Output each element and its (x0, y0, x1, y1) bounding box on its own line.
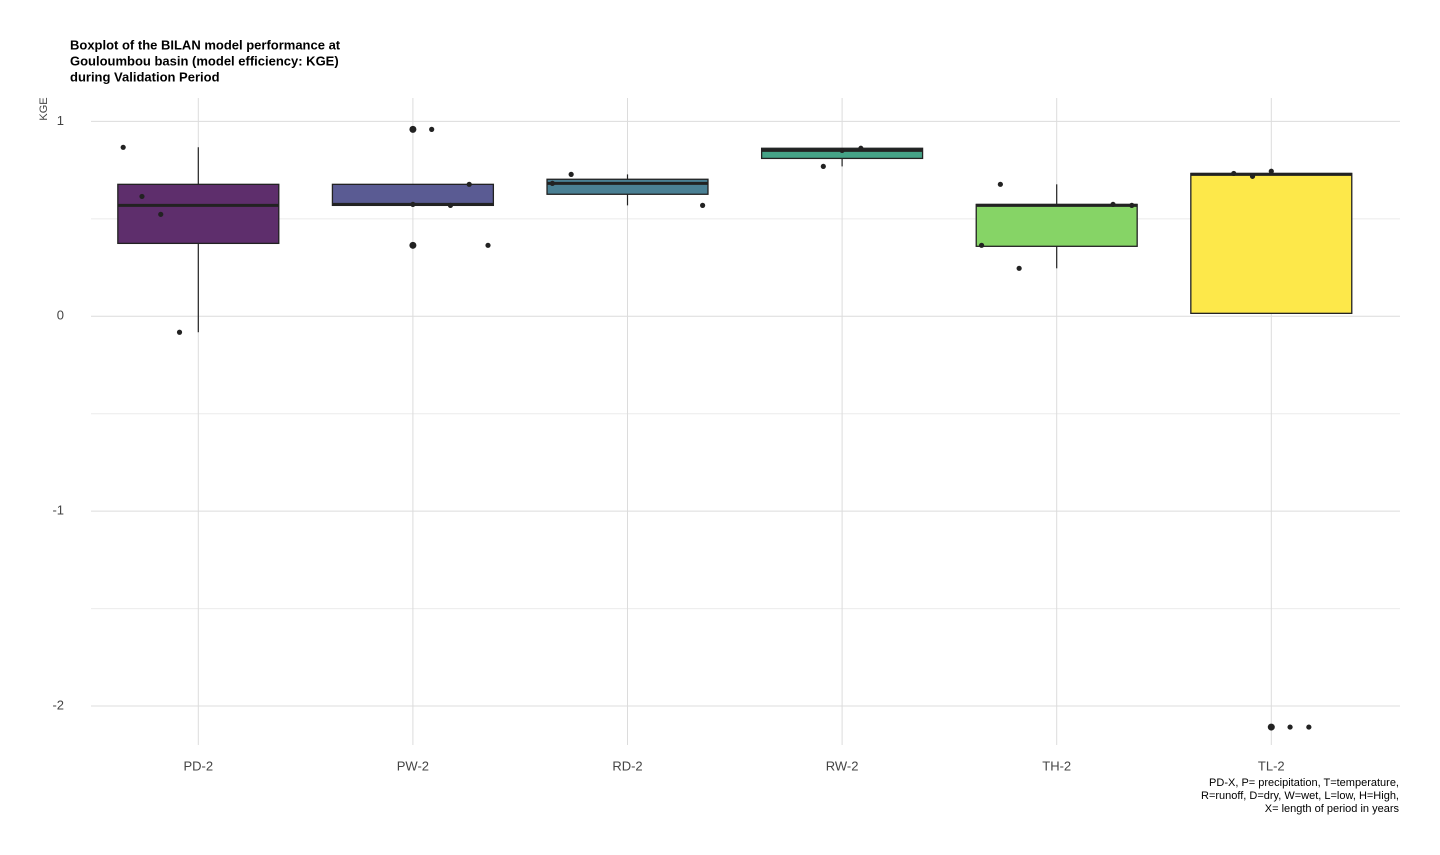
caption: R=runoff, D=dry, W=wet, L=low, H=High, (1201, 790, 1399, 802)
jitter-point (120, 144, 126, 150)
box (1190, 172, 1353, 314)
y-tick-label: 0 (57, 308, 64, 323)
jitter-point (549, 180, 555, 186)
x-tick-label: TH-2 (1042, 758, 1071, 773)
caption: X= length of period in years (1265, 803, 1400, 815)
y-axis-label: KGE (38, 97, 50, 120)
chart-title: during Validation Period (70, 69, 220, 84)
outlier (409, 241, 417, 249)
jitter-point (839, 147, 845, 154)
y-tick-label: 1 (57, 113, 64, 128)
x-tick-label: PD-2 (183, 758, 213, 773)
box (975, 203, 1138, 247)
x-tick-label: RD-2 (612, 758, 642, 773)
jitter-point (1110, 201, 1116, 208)
jitter-point (997, 181, 1003, 187)
chart-title: Boxplot of the BILAN model performance a… (70, 37, 341, 52)
jitter-point (858, 145, 864, 151)
x-tick-label: RW-2 (826, 758, 859, 773)
jitter-point (1306, 724, 1312, 730)
jitter-point (1249, 173, 1256, 179)
jitter-point (429, 126, 435, 132)
jitter-point (1129, 202, 1135, 208)
jitter-point (568, 171, 574, 177)
y-tick-label: -2 (52, 697, 64, 712)
jitter-point (485, 242, 491, 248)
jitter-point (139, 193, 145, 200)
x-tick-label: TL-2 (1258, 758, 1285, 773)
jitter-point (978, 242, 985, 248)
jitter-point (466, 181, 472, 187)
caption: PD-X, P= precipitation, T=temperature, (1209, 777, 1399, 789)
outlier (1267, 723, 1275, 731)
jitter-point (700, 202, 706, 208)
jitter-point (410, 201, 416, 208)
box (117, 183, 280, 245)
x-tick-label: PW-2 (397, 758, 429, 773)
jitter-point (1231, 170, 1237, 177)
jitter-point (820, 163, 826, 170)
y-tick-label: -1 (52, 503, 64, 518)
box (546, 178, 709, 195)
jitter-point (447, 202, 454, 208)
chart-title: Gouloumbou basin (model efficiency: KGE) (70, 53, 339, 68)
jitter-point (1016, 265, 1022, 271)
jitter-point (1268, 168, 1274, 174)
outlier (409, 125, 417, 133)
jitter-point (158, 211, 164, 217)
jitter-point (176, 329, 183, 335)
jitter-point (1287, 724, 1293, 730)
